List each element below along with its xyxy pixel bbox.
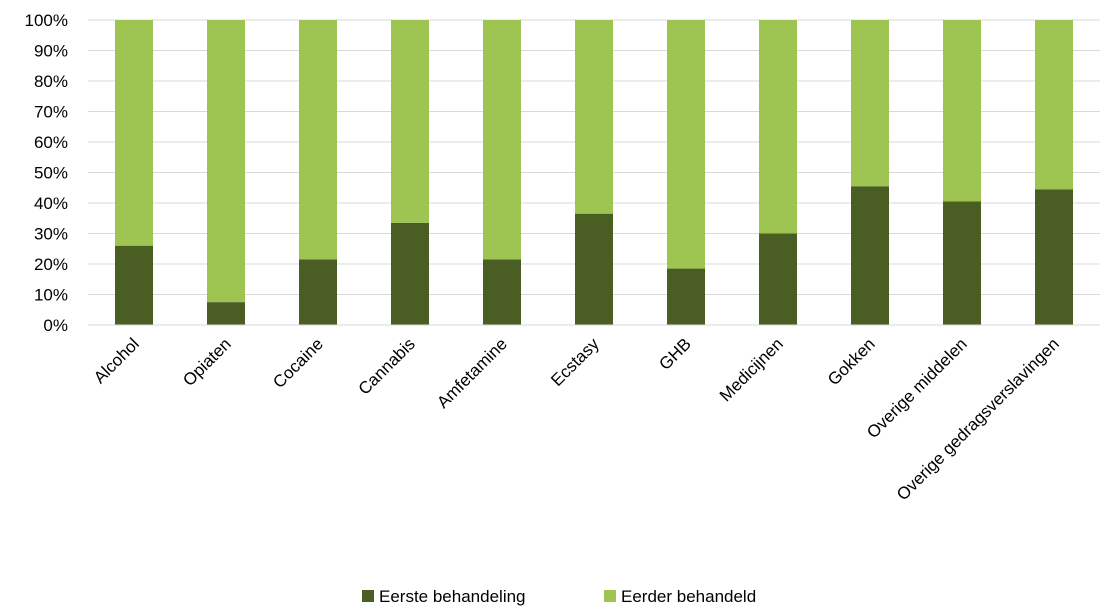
y-tick-label: 70% bbox=[34, 103, 68, 122]
x-tick-label-amfetamine: Amfetamine bbox=[433, 334, 511, 412]
legend-label-eerder-behandeld: Eerder behandeld bbox=[621, 587, 756, 606]
bar-eerder-behandeld-gokken bbox=[851, 20, 889, 187]
bar-eerste-behandeling-overige-gedragsverslavingen bbox=[1035, 189, 1073, 325]
bar-eerder-behandeld-opiaten bbox=[207, 20, 245, 303]
x-tick-label-ghb: GHB bbox=[655, 334, 694, 373]
bar-eerder-behandeld-amfetamine bbox=[483, 20, 521, 260]
bar-eerste-behandeling-alcohol bbox=[115, 245, 153, 325]
legend-swatch-eerste-behandeling bbox=[362, 590, 374, 602]
bars bbox=[115, 20, 1073, 325]
legend-label-eerste-behandeling: Eerste behandeling bbox=[379, 587, 526, 606]
bar-eerste-behandeling-ghb bbox=[667, 268, 705, 325]
y-axis: 0% 10% 20% 30% 40% 50% 60% 70% 80% 90% 100% bbox=[25, 11, 68, 335]
y-tick-label: 80% bbox=[34, 72, 68, 91]
x-tick-label-overige-gedragsverslavingen: Overige gedragsverslavingen bbox=[893, 334, 1063, 504]
y-tick-label: 90% bbox=[34, 42, 68, 61]
bar-eerder-behandeld-ghb bbox=[667, 20, 705, 269]
y-tick-label: 20% bbox=[34, 255, 68, 274]
bar-eerder-behandeld-overige-gedragsverslavingen bbox=[1035, 20, 1073, 190]
y-tick-label: 40% bbox=[34, 194, 68, 213]
x-tick-label-cocaine: Cocaine bbox=[269, 334, 327, 392]
bar-eerste-behandeling-gokken bbox=[851, 186, 889, 325]
bar-eerder-behandeld-cocaine bbox=[299, 20, 337, 260]
x-axis: Alcohol Opiaten Cocaine Cannabis Amfetamine E… bbox=[88, 324, 1100, 504]
y-tick-label: 0% bbox=[43, 316, 68, 335]
bar-eerder-behandeld-medicijnen bbox=[759, 20, 797, 234]
y-tick-label: 10% bbox=[34, 286, 68, 305]
y-tick-label: 50% bbox=[34, 164, 68, 183]
x-tick-label-medicijnen: Medicijnen bbox=[716, 334, 787, 405]
legend: Eerste behandeling Eerder behandeld bbox=[362, 587, 756, 606]
x-tick-label-overige-middelen: Overige middelen bbox=[863, 334, 971, 442]
y-tick-label: 30% bbox=[34, 225, 68, 244]
bar-eerder-behandeld-ecstasy bbox=[575, 20, 613, 214]
bar-eerste-behandeling-cannabis bbox=[391, 222, 429, 325]
bar-eerste-behandeling-amfetamine bbox=[483, 259, 521, 325]
bar-eerste-behandeling-opiaten bbox=[207, 302, 245, 325]
bar-eerder-behandeld-cannabis bbox=[391, 20, 429, 223]
x-tick-label-ecstasy: Ecstasy bbox=[547, 334, 603, 390]
bar-eerder-behandeld-alcohol bbox=[115, 20, 153, 246]
bar-eerste-behandeling-ecstasy bbox=[575, 213, 613, 325]
legend-swatch-eerder-behandeld bbox=[604, 590, 616, 602]
bar-eerste-behandeling-medicijnen bbox=[759, 233, 797, 325]
x-tick-label-cannabis: Cannabis bbox=[355, 334, 419, 398]
x-tick-label-opiaten: Opiaten bbox=[179, 334, 235, 390]
bar-eerste-behandeling-overige-middelen bbox=[943, 201, 981, 325]
bar-eerste-behandeling-cocaine bbox=[299, 259, 337, 325]
bar-eerder-behandeld-overige-middelen bbox=[943, 20, 981, 202]
y-tick-label: 100% bbox=[25, 11, 68, 30]
x-tick-label-gokken: Gokken bbox=[824, 334, 879, 389]
y-tick-label: 60% bbox=[34, 133, 68, 152]
x-tick-label-alcohol: Alcohol bbox=[90, 334, 143, 387]
